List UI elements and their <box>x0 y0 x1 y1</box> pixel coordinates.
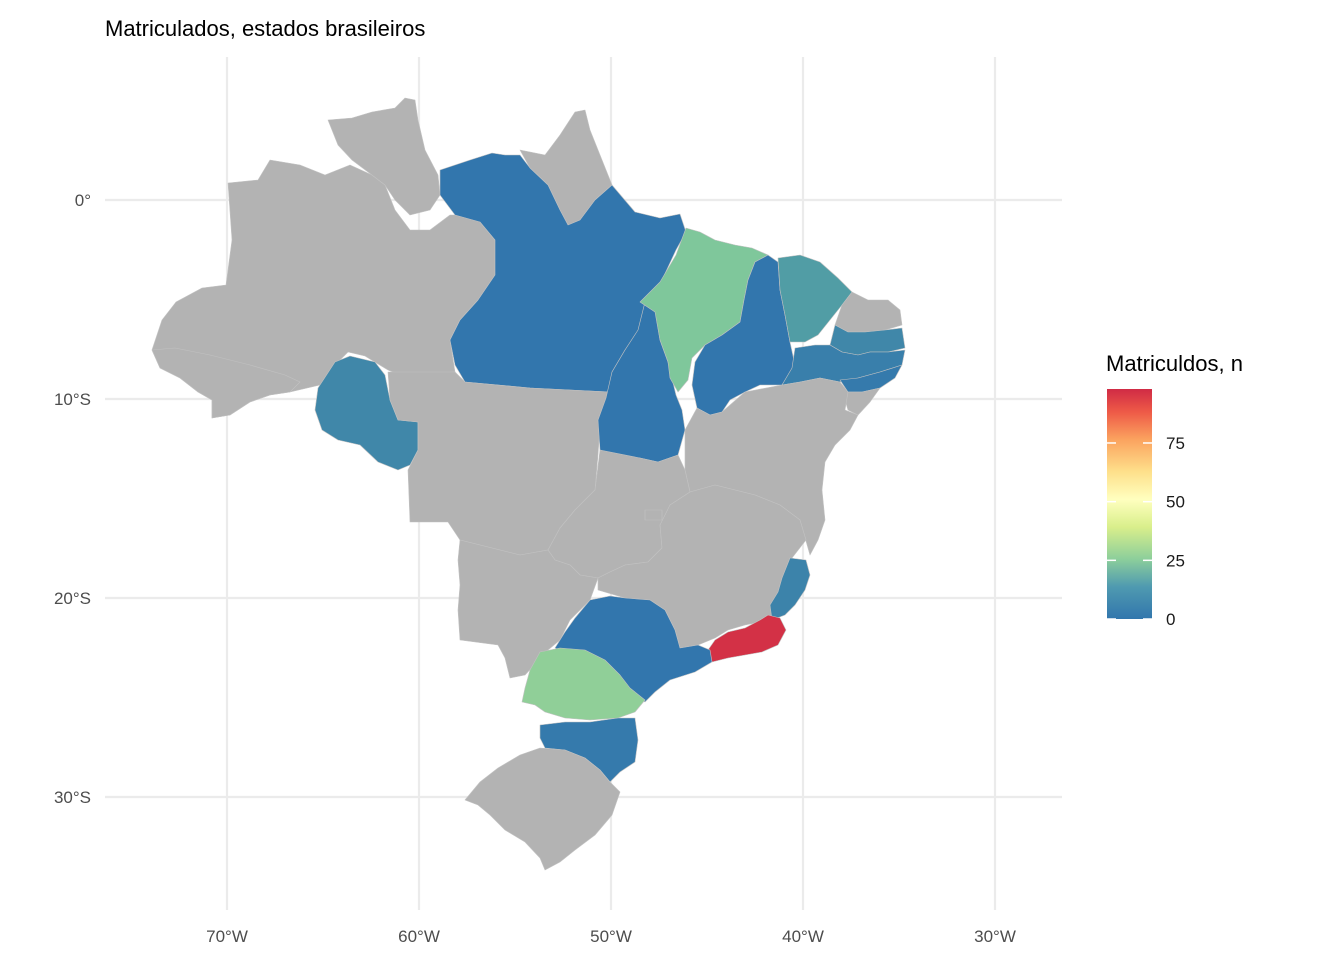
legend-tick-label: 75 <box>1166 434 1185 453</box>
state-ac <box>151 347 301 419</box>
legend-ticks: 0 25 50 75 <box>1107 434 1185 629</box>
y-axis-labels: 0° 10°S 20°S 30°S <box>54 191 91 807</box>
state-ro <box>314 355 419 471</box>
legend-tick-label: 0 <box>1166 610 1175 629</box>
legend-title: Matriculdos, n <box>1106 351 1243 376</box>
y-tick-label: 10°S <box>54 390 91 409</box>
legend-colorbar <box>1107 389 1152 619</box>
state-rr <box>327 97 441 216</box>
state-df <box>644 509 663 521</box>
x-tick-label: 60°W <box>398 927 440 946</box>
x-tick-label: 30°W <box>974 927 1016 946</box>
x-axis-labels: 70°W 60°W 50°W 40°W 30°W <box>206 927 1016 946</box>
y-tick-label: 0° <box>75 191 91 210</box>
state-ce <box>777 254 853 343</box>
state-rj <box>707 614 787 663</box>
states-layer <box>151 97 906 871</box>
legend-tick-label: 25 <box>1166 551 1185 570</box>
x-tick-label: 40°W <box>782 927 824 946</box>
legend-tick-label: 50 <box>1166 493 1185 512</box>
legend: Matriculdos, n 0 25 50 75 <box>1106 351 1243 629</box>
y-tick-label: 30°S <box>54 788 91 807</box>
chart-title: Matriculados, estados brasileiros <box>105 16 425 41</box>
state-se <box>844 387 881 416</box>
x-tick-label: 50°W <box>590 927 632 946</box>
y-tick-label: 20°S <box>54 589 91 608</box>
state-rs <box>464 747 621 871</box>
state-es <box>769 557 811 621</box>
x-tick-label: 70°W <box>206 927 248 946</box>
